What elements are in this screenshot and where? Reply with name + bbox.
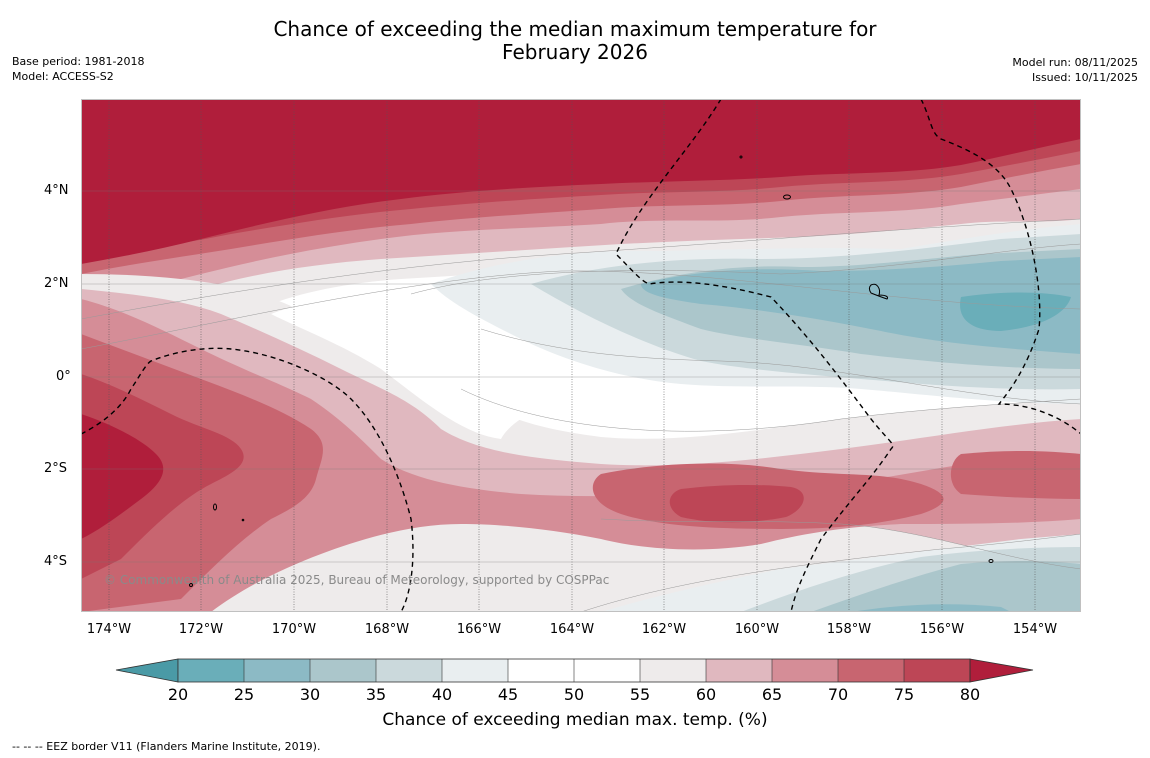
lon-label-170w: 170°W (271, 622, 317, 637)
parallel-lines (81, 190, 1081, 563)
lon-label-158w: 158°W (826, 622, 872, 637)
colorbar-tick-75: 75 (893, 685, 915, 704)
meridian-lines (108, 99, 1036, 612)
meta-left: Base period: 1981-2018 Model: ACCESS-S2 (12, 54, 144, 84)
map-svg (81, 99, 1081, 612)
colorbar-tick-20: 20 (167, 685, 189, 704)
lat-label-0: 0° (56, 369, 71, 384)
south-band-above-80-west (81, 414, 164, 539)
eez-borders (81, 99, 1081, 612)
colorbar-segment-75-80 (904, 659, 970, 682)
colorbar-segment-30-35 (310, 659, 376, 682)
lon-label-172w: 172°W (178, 622, 224, 637)
copyright-text: © Commonwealth of Australia 2025, Bureau… (104, 573, 610, 587)
lon-label-154w: 154°W (1012, 622, 1058, 637)
base-period: Base period: 1981-2018 (12, 55, 145, 68)
lat-label-4n: 4°N (44, 183, 69, 198)
lon-label-166w: 166°W (456, 622, 502, 637)
colorbar-tick-60: 60 (695, 685, 717, 704)
colorbar-segment-40-45 (442, 659, 508, 682)
colorbar-segment-70-75 (838, 659, 904, 682)
colorbar-tick-25: 25 (233, 685, 255, 704)
meta-right: Model run: 08/11/2025 Issued: 10/11/2025 (1012, 55, 1138, 85)
colorbar-segment-60-65 (706, 659, 772, 682)
map-title: Chance of exceeding the median maximum t… (0, 18, 1150, 64)
lat-label-4s: 4°S (44, 554, 68, 569)
colorbar-segment-20-25 (178, 659, 244, 682)
south-band-75-80-west (81, 374, 244, 579)
lon-label-164w: 164°W (549, 622, 595, 637)
colorbar-tick-40: 40 (431, 685, 453, 704)
lat-label-2s: 2°S (44, 461, 68, 476)
colorbar-title: Chance of exceeding median max. temp. (%… (382, 710, 768, 730)
cool-band-25-30 (641, 257, 1081, 354)
colorbar-tick-35: 35 (365, 685, 387, 704)
colorbar-extend-low (115, 658, 179, 683)
colorbar-segment-45-50 (508, 659, 574, 682)
colorbar-segment-65-70 (772, 659, 838, 682)
lat-label-2n: 2°N (44, 276, 69, 291)
colorbar-tick-70: 70 (827, 685, 849, 704)
colorbar-tick-55: 55 (629, 685, 651, 704)
colorbar-tick-50: 50 (563, 685, 585, 704)
south-band-70-75-east (950, 450, 1081, 499)
map-frame (81, 99, 1081, 612)
north-band-above-80 (81, 99, 1081, 264)
colorbar-segment-50-55 (574, 659, 640, 682)
colorbar-dividers (243, 659, 905, 682)
cool-band-20-25 (960, 292, 1071, 331)
islands (189, 155, 994, 587)
title-line-1: Chance of exceeding the median maximum t… (273, 17, 877, 41)
lon-label-162w: 162°W (641, 622, 687, 637)
title-line-2: February 2026 (502, 40, 648, 64)
lon-label-156w: 156°W (919, 622, 965, 637)
colorbar-tick-45: 45 (497, 685, 519, 704)
model-run: Model run: 08/11/2025 (1012, 56, 1138, 69)
eez-footnote: -- -- -- EEZ border V11 (Flanders Marine… (12, 740, 321, 753)
south-band-75-80-center (669, 484, 804, 523)
colorbar-tick-30: 30 (299, 685, 321, 704)
cool-band-southeast-25-30 (851, 604, 1011, 612)
contour-lines (81, 218, 1081, 612)
colorbar-segment-25-30 (244, 659, 310, 682)
lon-label-174w: 174°W (86, 622, 132, 637)
colorbar-segment-55-60 (640, 659, 706, 682)
colorbar-segment-35-40 (376, 659, 442, 682)
colorbar-tick-80: 80 (959, 685, 981, 704)
lon-label-168w: 168°W (364, 622, 410, 637)
model-name: Model: ACCESS-S2 (12, 70, 114, 83)
colorbar-extend-high (969, 658, 1034, 683)
map-panel[interactable] (81, 99, 1081, 612)
lon-label-160w: 160°W (734, 622, 780, 637)
colorbar-tick-65: 65 (761, 685, 783, 704)
south-band-65-70 (81, 299, 1081, 612)
cool-band-southeast-30-35 (811, 560, 1081, 612)
issued-date: Issued: 10/11/2025 (1031, 71, 1138, 84)
